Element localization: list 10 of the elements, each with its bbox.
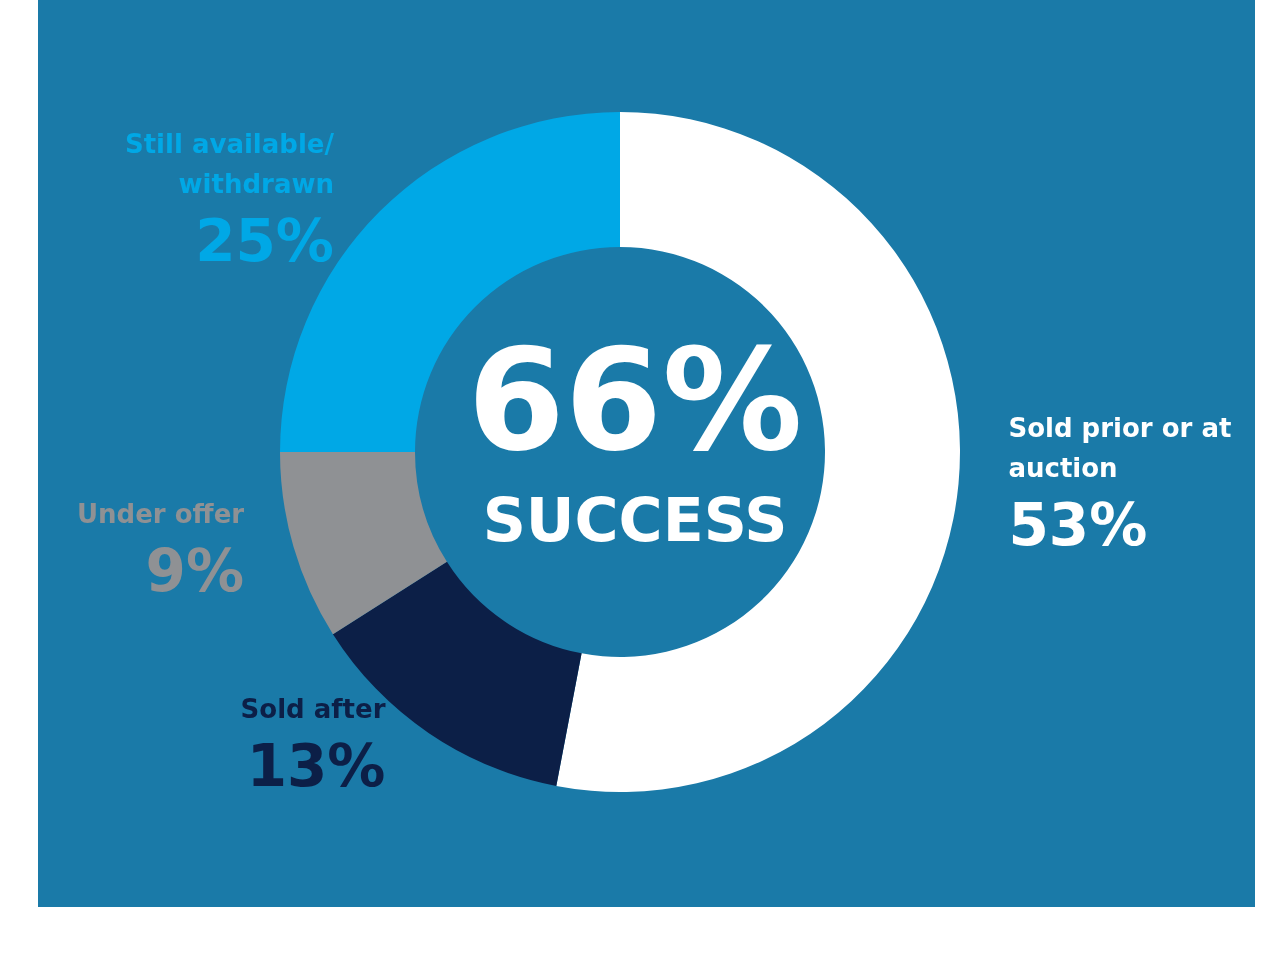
slice-label: Sold prior or at auction [1008,413,1232,484]
data-label: 53% [1008,491,1148,560]
slice-label: Under offer [76,499,245,530]
slice-label: Sold after [240,693,386,724]
slice-label: Still available/withdrawn [124,128,335,199]
text: 66% [467,318,803,482]
data-label: 25% [195,206,334,275]
data-label: 9% [145,537,245,606]
text: SUCCESS [482,485,788,555]
data-label: 13% [246,731,386,800]
